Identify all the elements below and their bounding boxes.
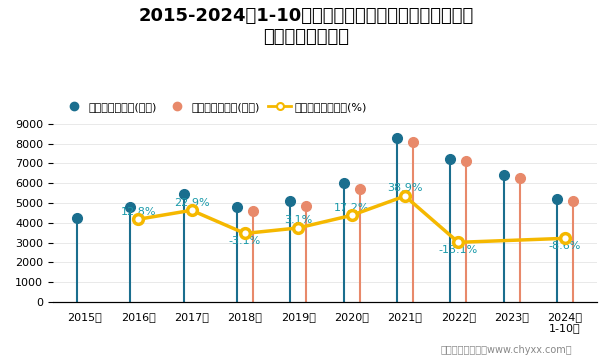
- Legend: 利润总额累计值(亿元), 营业利润累计值(亿元), 利润总额累计小长(%): 利润总额累计值(亿元), 营业利润累计值(亿元), 利润总额累计小长(%): [58, 97, 371, 116]
- Text: 12.8%: 12.8%: [121, 207, 156, 216]
- Text: -3.1%: -3.1%: [229, 236, 261, 246]
- Text: 38.9%: 38.9%: [387, 183, 423, 194]
- Text: 3.1%: 3.1%: [284, 215, 312, 225]
- Text: 2015-2024年1-10月计算机、通信和其他电子设备制造
业企业利润统计图: 2015-2024年1-10月计算机、通信和其他电子设备制造 业企业利润统计图: [138, 7, 474, 46]
- Text: 17.2%: 17.2%: [334, 203, 370, 213]
- Text: 制图：智研咋询（www.chyxx.com）: 制图：智研咋询（www.chyxx.com）: [441, 345, 572, 355]
- Text: 22.9%: 22.9%: [174, 197, 209, 208]
- Text: -13.1%: -13.1%: [439, 245, 478, 255]
- Text: -8.6%: -8.6%: [549, 241, 581, 251]
